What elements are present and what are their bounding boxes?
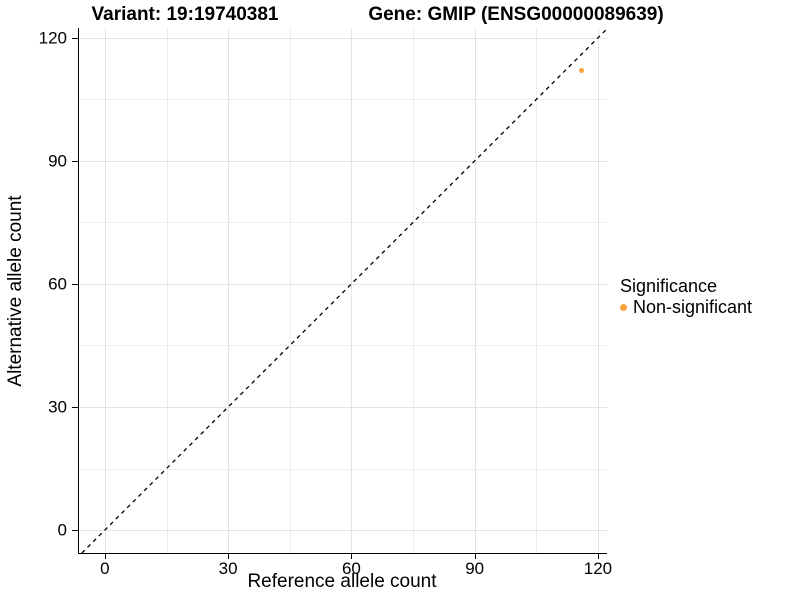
plot-panel: 0 30 60 90 120 0 30 60 90 120 [39, 28, 612, 577]
y-tick-mark [72, 160, 78, 162]
x-tick-mark [228, 553, 230, 559]
x-tick-label: 60 [341, 559, 361, 578]
gridline-y-major [79, 283, 607, 285]
legend: Significance Non-significant [620, 276, 752, 317]
x-tick-mark [474, 553, 476, 559]
gridline-x-major [474, 28, 476, 553]
x-tick-label: 120 [583, 559, 613, 578]
gridline-x-minor [289, 28, 291, 553]
gridline-x-major [104, 28, 106, 553]
y-tick-mark [72, 283, 78, 285]
gridline-y-major [79, 37, 607, 39]
y-tick-mark [72, 406, 78, 408]
legend-item-label: Non-significant [633, 297, 753, 317]
gridline-y-major [79, 530, 607, 532]
identity-line [81, 28, 608, 554]
y-tick-label: 0 [57, 520, 67, 540]
y-tick-mark [72, 37, 78, 39]
gridline-y-minor [79, 345, 607, 347]
gridline-x-minor [166, 28, 168, 553]
gridline-y-minor [79, 222, 607, 224]
gridline-x-major [597, 28, 599, 553]
legend-point-icon [620, 304, 627, 311]
plot-title-variant: Variant: 19:19740381 [91, 4, 279, 25]
gridline-y-major [79, 160, 607, 162]
y-tick-label: 60 [48, 274, 67, 294]
gridline-x-minor [413, 28, 415, 553]
gridline-x-minor [536, 28, 538, 553]
plot-title-gene: Gene: GMIP (ENSG00000089639) [368, 4, 664, 25]
gridline-x-major [351, 28, 353, 553]
x-axis-title: Reference allele count [247, 571, 437, 592]
legend-item-non-significant: Non-significant [620, 298, 752, 317]
y-tick-label: 90 [48, 151, 67, 171]
x-tick-mark [351, 553, 353, 559]
gridline-y-major [79, 406, 607, 408]
x-tick-label: 30 [218, 559, 238, 578]
legend-title: Significance [620, 276, 718, 296]
data-point [579, 68, 585, 74]
x-tick-mark [104, 553, 106, 559]
y-axis-title: Alternative allele count [5, 195, 26, 387]
y-tick-label: 120 [38, 28, 67, 48]
y-tick-label: 30 [48, 397, 67, 417]
x-tick-label: 0 [100, 559, 110, 578]
gridline-y-minor [79, 468, 607, 470]
y-tick-mark [72, 530, 78, 532]
gridline-x-major [228, 28, 230, 553]
x-tick-mark [597, 553, 599, 559]
gridline-y-minor [79, 99, 607, 101]
x-tick-label: 90 [465, 559, 485, 578]
